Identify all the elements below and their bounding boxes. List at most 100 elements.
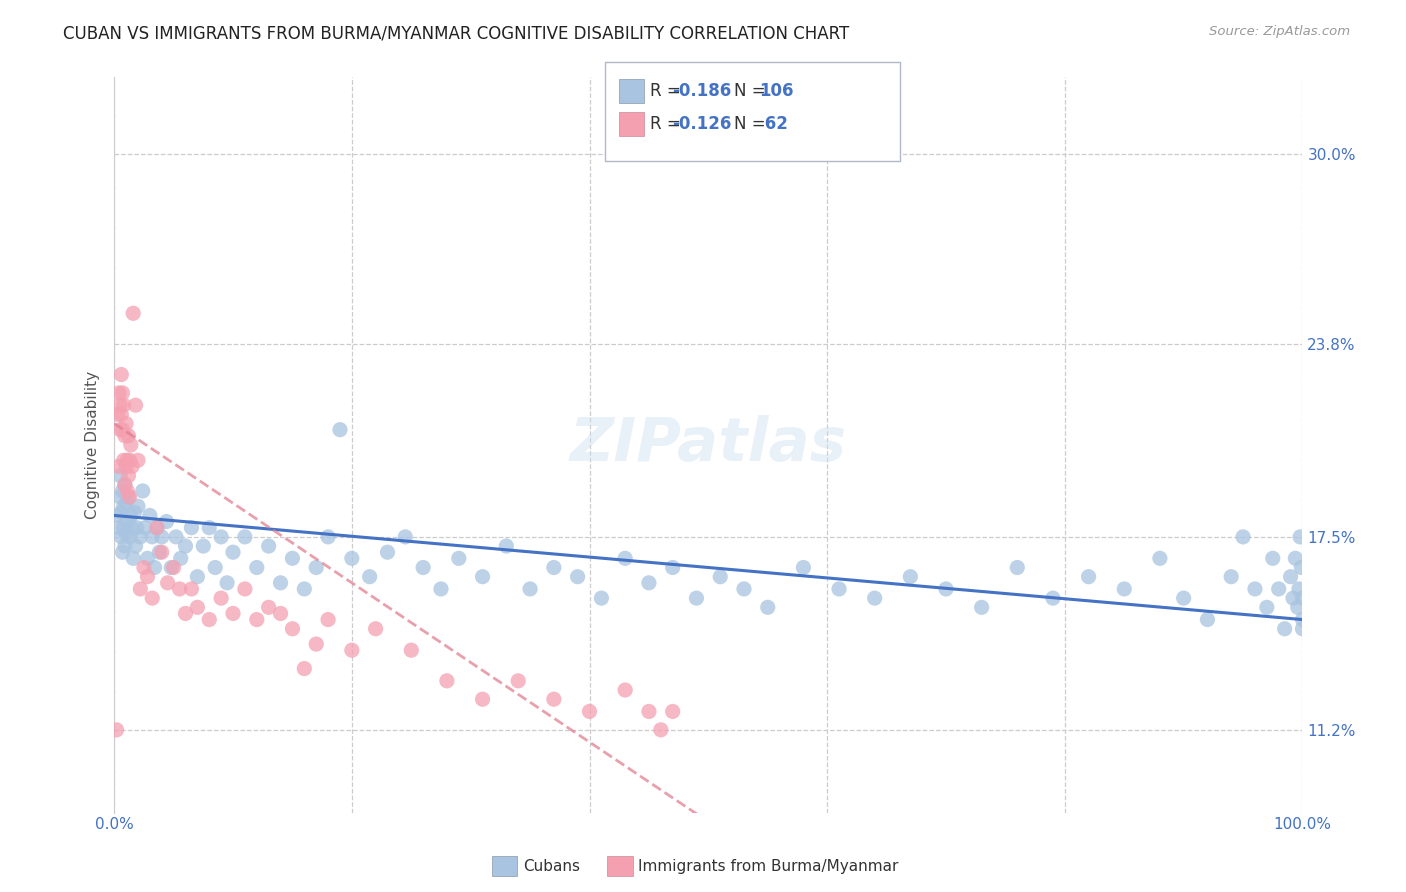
Point	[246, 613, 269, 627]
Text: Cubans: Cubans	[523, 859, 581, 873]
Point	[120, 508, 142, 523]
Point	[567, 570, 589, 584]
Point	[222, 607, 245, 621]
Point	[117, 429, 139, 443]
Text: N =: N =	[734, 115, 770, 133]
Point	[377, 545, 399, 559]
Point	[828, 582, 851, 596]
Point	[340, 551, 363, 566]
Point	[292, 582, 315, 596]
Text: Source: ZipAtlas.com: Source: ZipAtlas.com	[1209, 25, 1350, 38]
Point	[150, 545, 173, 559]
Point	[340, 643, 363, 657]
Point	[292, 662, 315, 676]
Point	[111, 483, 134, 498]
Point	[1291, 560, 1313, 574]
Point	[709, 570, 731, 584]
Point	[136, 551, 159, 566]
Point	[108, 385, 131, 400]
Point	[127, 500, 149, 514]
Point	[148, 545, 170, 559]
Point	[114, 429, 136, 443]
Point	[316, 613, 339, 627]
Point	[447, 551, 470, 566]
Text: R =: R =	[650, 115, 686, 133]
Point	[115, 526, 138, 541]
Point	[136, 570, 159, 584]
Point	[305, 560, 328, 574]
Point	[108, 521, 131, 535]
Point	[270, 575, 292, 590]
Point	[150, 530, 173, 544]
Point	[117, 490, 139, 504]
Point	[970, 600, 993, 615]
Point	[174, 607, 197, 621]
Point	[160, 560, 183, 574]
Point	[107, 508, 129, 523]
Point	[125, 521, 148, 535]
Point	[1197, 613, 1219, 627]
Point	[359, 570, 381, 584]
Point	[115, 417, 138, 431]
Point	[107, 408, 129, 422]
Point	[141, 530, 163, 544]
Point	[170, 551, 193, 566]
Point	[156, 575, 179, 590]
Text: -0.186: -0.186	[672, 82, 731, 100]
Point	[329, 423, 352, 437]
Point	[898, 570, 921, 584]
Point	[257, 539, 280, 553]
Point	[108, 423, 131, 437]
Point	[155, 515, 177, 529]
Point	[139, 508, 162, 523]
Point	[217, 575, 239, 590]
Point	[1286, 600, 1309, 615]
Point	[756, 600, 779, 615]
Point	[108, 490, 131, 504]
Point	[129, 530, 152, 544]
Point	[650, 723, 672, 737]
Point	[110, 408, 132, 422]
Point	[111, 385, 134, 400]
Point	[174, 539, 197, 553]
Point	[281, 551, 304, 566]
Point	[115, 496, 138, 510]
Point	[305, 637, 328, 651]
Point	[108, 459, 131, 474]
Point	[146, 521, 169, 535]
Point	[143, 560, 166, 574]
Point	[122, 306, 145, 320]
Point	[117, 483, 139, 498]
Point	[1288, 582, 1310, 596]
Point	[112, 500, 135, 514]
Point	[1220, 570, 1243, 584]
Point	[1173, 591, 1195, 606]
Point	[112, 453, 135, 467]
Point	[105, 723, 128, 737]
Point	[1261, 551, 1284, 566]
Point	[661, 705, 683, 719]
Point	[186, 600, 208, 615]
Point	[495, 539, 517, 553]
Point	[111, 545, 134, 559]
Point	[209, 530, 232, 544]
Point	[661, 560, 683, 574]
Point	[114, 478, 136, 492]
Point	[114, 539, 136, 553]
Point	[124, 539, 146, 553]
Point	[638, 575, 661, 590]
Point	[1114, 582, 1136, 596]
Point	[257, 600, 280, 615]
Point	[127, 453, 149, 467]
Point	[270, 607, 292, 621]
Point	[146, 521, 169, 535]
Point	[1279, 570, 1302, 584]
Point	[1077, 570, 1099, 584]
Point	[863, 591, 886, 606]
Point	[1291, 622, 1313, 636]
Point	[124, 505, 146, 519]
Point	[316, 530, 339, 544]
Point	[165, 530, 187, 544]
Point	[204, 560, 226, 574]
Point	[1291, 591, 1313, 606]
